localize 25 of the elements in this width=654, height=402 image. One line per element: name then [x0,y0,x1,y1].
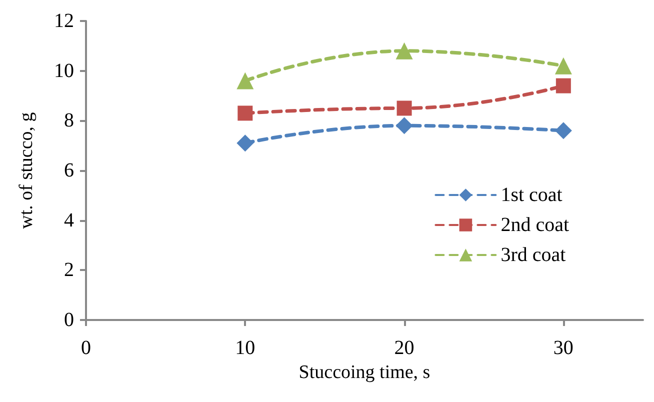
y-tick-label: 0 [64,309,74,331]
point [396,42,413,60]
point [554,57,572,74]
point [236,72,254,90]
x-tick-label: 20 [394,337,414,359]
y-tick-label: 2 [64,259,74,282]
point [238,106,253,121]
x-axis-title: Stuccoing time, s [298,362,430,383]
y-tick-label: 12 [54,10,74,32]
y-tick-label: 8 [64,110,74,132]
y-axis-title: wt. of stucco, g [16,112,37,229]
point [236,134,254,152]
point [396,117,413,134]
point [554,122,572,140]
y-tick-label: 4 [64,209,74,232]
y-tick-label: 6 [64,160,74,182]
x-tick-label: 30 [553,337,574,359]
point [396,100,412,116]
x-tick-label: 0 [81,337,91,359]
x-tick-label: 10 [235,337,256,359]
legend-label: 1st coat [500,184,563,206]
y-tick-label: 10 [54,60,74,82]
legend-label: 2nd coat [500,214,570,236]
legend-label: 3rd coat [500,244,566,266]
point [556,78,571,94]
